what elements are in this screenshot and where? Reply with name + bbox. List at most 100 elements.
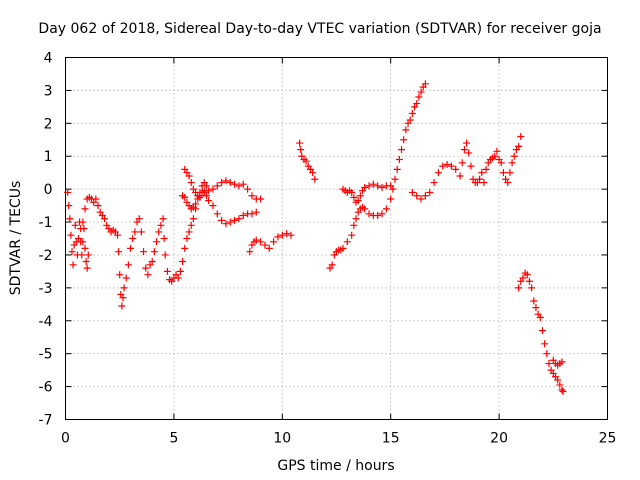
data-point [248,192,256,200]
data-point [311,175,319,183]
data-point [135,215,143,223]
data-point [131,228,139,236]
data-point [538,327,546,335]
data-point [417,88,425,96]
data-point [519,274,527,282]
data-point [283,230,291,238]
data-markers [64,80,567,396]
data-point [202,182,210,190]
data-point [545,360,553,368]
data-point [387,182,395,190]
data-point [456,172,464,180]
data-point [443,160,451,168]
data-point [382,205,390,213]
data-point [79,218,87,226]
data-point [523,271,531,279]
y-tick-label: -1 [39,215,53,231]
data-point [209,185,217,193]
data-point [248,210,256,218]
series-arc-6 [246,230,295,256]
data-point [200,188,208,196]
data-point [525,277,533,285]
data-point [452,165,460,173]
data-point [144,271,152,279]
data-point [205,197,213,205]
data-point [160,235,168,242]
data-point [482,165,490,173]
data-point [81,244,89,252]
data-point [541,340,549,348]
data-point [506,169,514,177]
data-point [187,221,195,229]
data-point [543,350,551,358]
data-point [458,159,466,167]
data-point [400,136,408,144]
data-point [302,157,310,165]
data-point [124,261,132,269]
data-point [114,231,122,239]
data-point [493,147,501,155]
chart-title: Day 062 of 2018, Sidereal Day-to-day VTE… [38,21,601,37]
data-point [287,231,295,239]
data-point [205,187,213,195]
data-point [129,235,137,242]
data-point [116,271,124,279]
data-point [395,156,403,164]
data-point [491,152,499,160]
x-axis-label: GPS time / hours [277,458,394,474]
data-point [508,159,516,167]
data-point [447,162,455,170]
data-point [343,238,351,246]
data-point [176,267,184,275]
data-point [148,258,156,266]
data-point [328,261,336,269]
data-point [361,183,369,191]
data-point [559,388,567,396]
data-point [252,236,260,244]
data-point [352,215,360,223]
data-point [122,274,130,282]
data-point [408,109,416,117]
series-arc-4 [181,165,260,228]
data-point [374,211,382,219]
data-point [226,218,234,226]
data-point [79,238,87,246]
data-point [101,215,109,223]
data-point [356,192,364,200]
data-point [378,183,386,191]
data-point [274,233,282,241]
data-point [196,193,204,201]
data-point [426,188,434,196]
data-point [92,195,100,203]
data-point [365,182,373,190]
data-point [118,302,126,310]
data-point [137,228,145,236]
data-point [350,221,358,229]
series-arc-5 [179,177,265,213]
data-point [257,195,265,203]
x-tick-labels: 0 5 10 15 20 25 [61,431,616,447]
data-point [348,188,356,196]
data-point [209,202,217,210]
x-tick-label: 10 [273,431,291,447]
x-tick-label: 15 [382,431,400,447]
data-point [532,304,540,312]
y-tick-label: -4 [39,314,53,330]
plot-frame [65,57,608,420]
data-point [536,313,544,321]
data-point [163,267,171,275]
data-point [517,132,525,140]
data-point [189,215,197,223]
data-point [556,381,564,389]
data-point [65,202,73,210]
data-point [231,180,239,188]
series-arc-12 [549,356,566,369]
data-point [554,376,562,384]
data-point [239,180,247,188]
data-point [226,179,234,187]
data-point [213,182,221,190]
data-point [393,165,401,173]
data-point [369,180,377,188]
data-point [374,182,382,190]
